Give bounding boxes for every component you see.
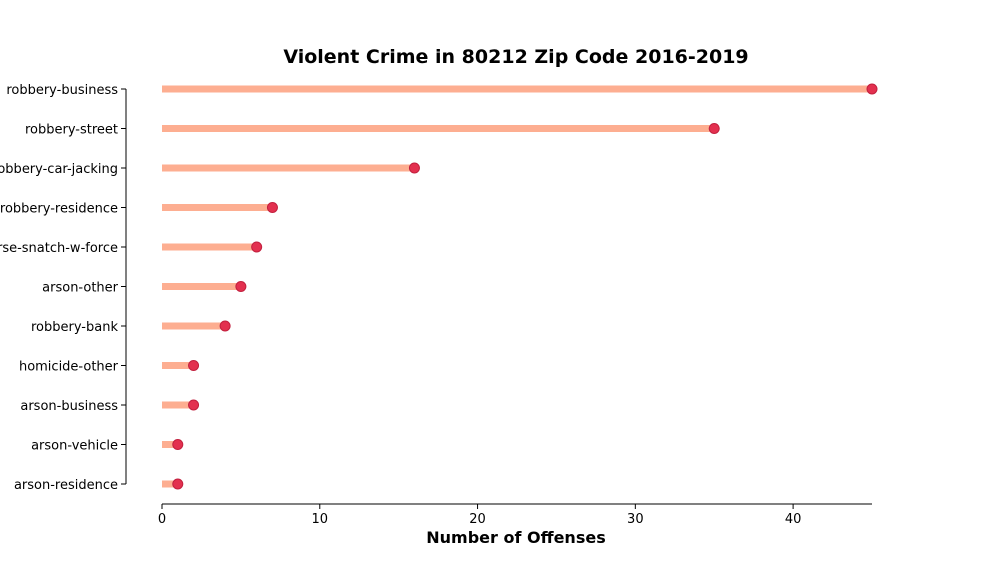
- stems-group: [162, 85, 872, 488]
- lollipop-dot-purse-snatch-w-force: [251, 241, 263, 253]
- y-tick-label: arson-vehicle: [31, 439, 118, 454]
- lollipop-dot-robbery-car-jacking: [408, 162, 420, 174]
- lollipop-dot-robbery-business: [866, 83, 878, 95]
- x-tick-label: 40: [785, 512, 802, 527]
- lollipop-dot-robbery-street: [708, 123, 720, 134]
- y-tick-label: arson-business: [20, 399, 118, 414]
- y-tick-label: robbery-car-jacking: [0, 162, 118, 177]
- x-tick-label: 20: [469, 512, 486, 527]
- lollipop-dot-arson-vehicle: [172, 439, 184, 450]
- y-tick-label: arson-residence: [14, 478, 118, 493]
- lollipop-dot-robbery-residence: [266, 202, 278, 213]
- y-axis: robbery-business robbery-street robbery-ca…: [0, 83, 127, 493]
- y-tick-label: robbery-residence: [0, 202, 118, 217]
- y-tick-label: purse-snatch-w-force: [0, 241, 118, 256]
- y-tick-label: robbery-business: [6, 83, 118, 98]
- y-tick-label: homicide-other: [19, 360, 119, 375]
- x-tick-label: 30: [627, 512, 644, 527]
- dots-group: [172, 83, 878, 490]
- lollipop-dot-arson-business: [188, 399, 200, 411]
- chart-title: Violent Crime in 80212 Zip Code 2016-201…: [283, 46, 748, 68]
- y-tick-label: robbery-street: [25, 123, 118, 138]
- x-tick-label: 10: [312, 512, 329, 527]
- x-axis-label: Number of Offenses: [426, 528, 605, 547]
- lollipop-dot-robbery-bank: [219, 320, 231, 332]
- y-tick-label: robbery-bank: [31, 320, 118, 335]
- lollipop-dot-arson-residence: [172, 478, 184, 490]
- y-tick-label: arson-other: [42, 281, 118, 296]
- x-tick-label: 0: [158, 512, 166, 527]
- lollipop-dot-homicide-other: [188, 360, 200, 371]
- lollipop-dot-arson-other: [235, 281, 247, 292]
- x-axis: 0 10 20 30 40: [158, 503, 872, 527]
